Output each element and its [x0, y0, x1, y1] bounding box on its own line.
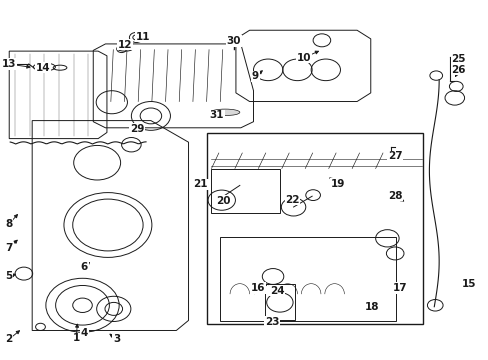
Text: 26: 26 [450, 65, 465, 75]
Ellipse shape [210, 109, 239, 116]
Text: 8: 8 [5, 219, 13, 229]
Text: 20: 20 [216, 196, 230, 206]
Circle shape [129, 32, 143, 42]
Text: 13: 13 [2, 59, 17, 69]
Text: 18: 18 [364, 302, 378, 312]
Text: 7: 7 [5, 243, 13, 253]
Text: 17: 17 [392, 283, 407, 293]
Bar [220, 237, 395, 321]
Text: 30: 30 [226, 36, 241, 46]
Text: 12: 12 [118, 40, 132, 50]
Text: 9: 9 [251, 71, 259, 81]
Text: 31: 31 [209, 110, 224, 120]
Text: 23: 23 [264, 317, 279, 327]
Text: 22: 22 [285, 195, 299, 205]
Text: 5: 5 [5, 271, 13, 282]
Text: 29: 29 [130, 123, 144, 134]
Text: 27: 27 [387, 151, 402, 161]
Text: 15: 15 [461, 279, 476, 289]
Text: 14: 14 [36, 63, 51, 73]
Text: 10: 10 [297, 53, 311, 63]
Bar [211, 169, 279, 213]
Text: 24: 24 [269, 285, 284, 296]
Text: 25: 25 [450, 54, 465, 64]
Bar [206, 133, 422, 324]
Text: 16: 16 [251, 283, 265, 293]
Text: 21: 21 [193, 179, 207, 189]
Text: 19: 19 [330, 179, 344, 189]
Text: 2: 2 [5, 334, 13, 344]
Text: 3: 3 [113, 334, 120, 344]
Text: 6: 6 [81, 262, 88, 272]
Text: 28: 28 [387, 191, 402, 201]
Text: 1: 1 [72, 333, 80, 343]
Bar [264, 284, 294, 320]
Text: 4: 4 [81, 328, 88, 338]
Text: 11: 11 [136, 32, 150, 42]
